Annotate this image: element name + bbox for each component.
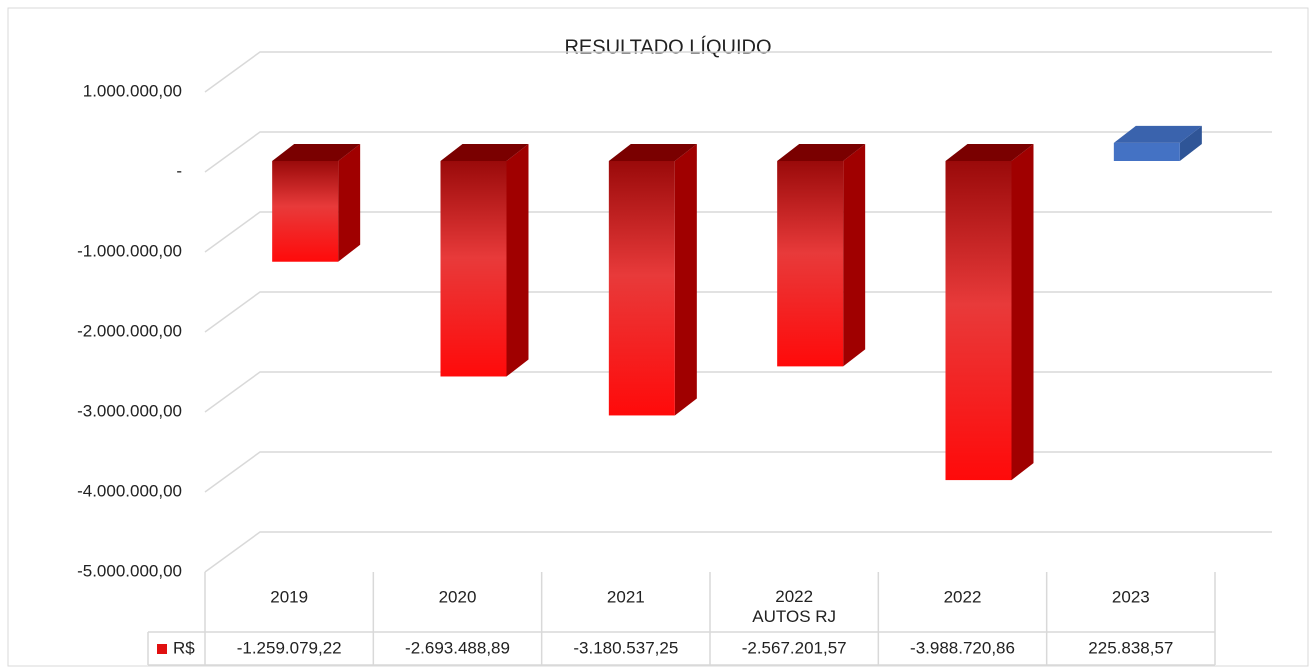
grid-line — [204, 531, 1272, 573]
bar — [945, 161, 1012, 481]
bar — [608, 161, 675, 416]
bar-side — [338, 144, 361, 262]
x-tick-label: 2023 — [1112, 587, 1150, 606]
y-tick-label: -4.000.000,00 — [77, 481, 182, 500]
bar-side — [843, 144, 866, 367]
bar-top — [1113, 125, 1202, 143]
grid-line — [204, 451, 1272, 493]
bar — [440, 161, 507, 377]
bar-top — [272, 144, 361, 161]
data-table-value: 225.838,57 — [1088, 638, 1173, 657]
bar-side — [674, 144, 697, 416]
data-table-grid — [147, 572, 1216, 666]
bar-top — [608, 144, 697, 161]
bar — [777, 161, 844, 367]
x-tick-label: 2022 AUTOS RJ — [752, 587, 836, 626]
bar — [272, 161, 339, 262]
x-tick-label: 2019 — [270, 587, 308, 606]
data-table-value: -1.259.079,22 — [237, 638, 342, 657]
bar-side — [1179, 125, 1202, 161]
data-table-value: -2.693.488,89 — [405, 638, 510, 657]
x-tick-label: 2022 — [944, 587, 982, 606]
legend-label: R$ — [173, 638, 195, 657]
y-tick-label: -1.000.000,00 — [77, 241, 182, 260]
bar-side — [1011, 144, 1034, 481]
bar — [1113, 142, 1180, 161]
grid-line — [204, 371, 1272, 413]
chart-title: RESULTADO LÍQUIDO — [564, 35, 771, 58]
data-table-value: -3.180.537,25 — [573, 638, 678, 657]
bar-top — [777, 144, 866, 161]
y-tick-label: - — [176, 161, 182, 180]
grid-line — [204, 51, 1272, 93]
bar-side — [506, 144, 529, 377]
legend-key — [157, 644, 167, 654]
x-tick-label: 2020 — [439, 587, 477, 606]
y-tick-label: -2.000.000,00 — [77, 321, 182, 340]
y-tick-label: -5.000.000,00 — [77, 561, 182, 580]
bar-top — [945, 144, 1034, 161]
grid-line — [204, 291, 1272, 333]
data-table-value: -2.567.201,57 — [742, 638, 847, 657]
grid-line — [204, 131, 1272, 173]
x-tick-label: 2021 — [607, 587, 645, 606]
y-tick-label: -3.000.000,00 — [77, 401, 182, 420]
bar-top — [440, 144, 529, 161]
y-tick-label: 1.000.000,00 — [83, 81, 182, 100]
grid-line — [204, 211, 1272, 253]
data-table-value: -3.988.720,86 — [910, 638, 1015, 657]
